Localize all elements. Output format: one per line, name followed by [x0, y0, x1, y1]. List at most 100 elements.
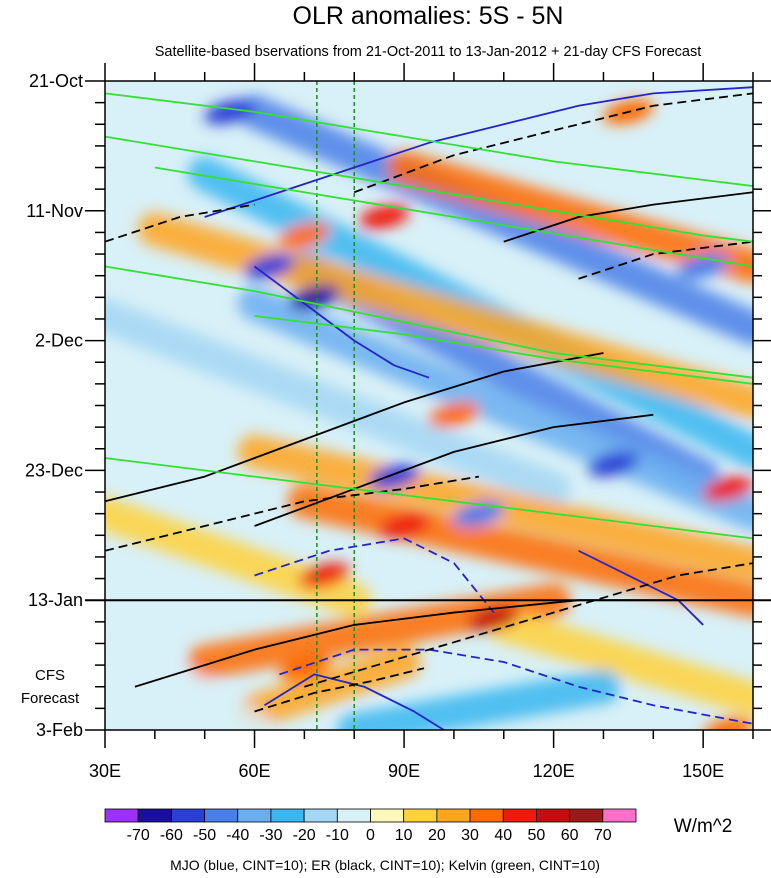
forecast-label-line1: CFS — [35, 667, 65, 684]
x-tick-label: 90E — [388, 761, 420, 781]
colorbar-label: -40 — [226, 827, 249, 844]
colorbar-swatch-8 — [370, 808, 405, 823]
mjo-contour-1 — [254, 265, 430, 379]
anomaly-spot-2 — [204, 99, 255, 125]
colorbar-label: 50 — [528, 827, 546, 844]
x-tick-label: 30E — [89, 761, 121, 781]
mjo-contour-2 — [254, 537, 495, 614]
filtered-contours — [105, 86, 753, 730]
kelvin-contour-5 — [254, 314, 753, 385]
anomaly-spot-11 — [298, 563, 350, 588]
er-contour-9 — [254, 667, 425, 713]
anomaly-band-7 — [287, 484, 753, 618]
anomaly-band-14 — [105, 620, 272, 730]
x-axis-labels: 30E 60E 90E 120E 150E — [89, 761, 724, 781]
colorbar-swatch-5 — [270, 808, 305, 823]
plot-area — [105, 81, 753, 730]
anomaly-field — [105, 94, 753, 730]
anomaly-spot-4 — [588, 451, 639, 477]
er-contour-8 — [105, 203, 255, 243]
colorbar-label: 0 — [366, 827, 375, 844]
mjo-contour-0 — [204, 86, 753, 218]
y-axis-ticks — [85, 80, 771, 731]
colorbar-label: 40 — [494, 827, 512, 844]
colorbar-swatch-4 — [237, 808, 272, 823]
colorbar-swatch-2 — [170, 808, 205, 823]
kelvin-contour-0 — [105, 92, 753, 187]
er-contour-5 — [353, 92, 753, 194]
y-tick-label: 21-Oct — [29, 71, 83, 91]
y-tick-label: 2-Dec — [35, 331, 83, 351]
colorbar-label: 30 — [461, 827, 479, 844]
colorbar-labels: -70 -60 -50 -40 -30 -20 -10 0 10 20 30 40 50 60 70 — [127, 827, 612, 844]
colorbar-unit: W/m^2 — [674, 816, 733, 837]
er-contour-1 — [254, 413, 654, 527]
colorbar-swatch-14 — [569, 808, 604, 823]
x-tick-label: 150E — [682, 761, 724, 781]
y-tick-label: 3-Feb — [36, 720, 83, 740]
chart-subtitle: Satellite-based bservations from 21-Oct-… — [155, 44, 702, 60]
colorbar-label: 70 — [594, 827, 612, 844]
colorbar — [104, 808, 637, 823]
chart-title: OLR anomalies: 5S - 5N — [293, 2, 564, 30]
anomaly-spot-12 — [702, 476, 753, 502]
anomaly-band-4 — [105, 298, 571, 506]
kelvin-contour-3 — [105, 457, 753, 540]
forecast-label-line2: Forecast — [21, 690, 80, 707]
colorbar-label: -10 — [326, 827, 349, 844]
x-tick-label: 120E — [533, 761, 575, 781]
anomaly-spot-10 — [378, 513, 430, 539]
anomaly-band-12 — [486, 607, 753, 717]
colorbar-swatch-1 — [137, 808, 172, 823]
mjo-contour-4 — [264, 673, 445, 730]
anomaly-spot-14 — [702, 717, 753, 730]
kelvin-contour-4 — [154, 166, 753, 268]
er-contour-7 — [578, 240, 753, 280]
anomaly-band-0 — [237, 94, 753, 346]
colorbar-swatch-10 — [436, 808, 471, 823]
anomaly-spot-6 — [453, 501, 505, 527]
anomaly-band-3 — [237, 286, 753, 531]
colorbar-label: -50 — [193, 827, 216, 844]
anomaly-band-6 — [137, 212, 753, 420]
colorbar-swatch-7 — [336, 808, 371, 823]
y-tick-label: 11-Nov — [26, 201, 83, 221]
y-tick-label: 13-Jan — [28, 590, 83, 610]
contour-legend: MJO (blue, CINT=10); ER (black, CINT=10)… — [170, 857, 600, 873]
anomaly-spot-16 — [428, 402, 480, 428]
colorbar-swatch-12 — [502, 808, 537, 823]
colorbar-label: -60 — [160, 827, 183, 844]
y-tick-label: 23-Dec — [25, 460, 83, 480]
er-contour-0 — [105, 352, 604, 503]
colorbar-label: 10 — [395, 827, 413, 844]
anomaly-band-13 — [337, 669, 621, 730]
er-contour-4 — [304, 562, 753, 688]
colorbar-label: -70 — [127, 827, 150, 844]
colorbar-label: -30 — [259, 827, 282, 844]
anomaly-spot-9 — [468, 606, 520, 632]
colorbar-label: 60 — [561, 827, 579, 844]
kelvin-contour-2 — [105, 265, 753, 379]
x-tick-label: 60E — [239, 761, 271, 781]
kelvin-contour-1 — [105, 135, 753, 243]
er-contour-6 — [503, 191, 753, 243]
anomaly-band-11 — [237, 645, 422, 729]
reference-longitude-lines — [316, 81, 355, 730]
colorbar-label: 20 — [428, 827, 446, 844]
colorbar-swatch-0 — [104, 808, 139, 823]
mjo-contour-3 — [279, 648, 753, 725]
colorbar-swatch-3 — [204, 808, 239, 823]
anomaly-spot-1 — [244, 254, 295, 279]
y-axis-labels: 21-Oct 11-Nov 2-Dec 23-Dec 13-Jan 3-Feb — [25, 71, 83, 740]
colorbar-label: -20 — [293, 827, 316, 844]
colorbar-swatch-9 — [403, 808, 438, 823]
anomaly-spot-0 — [288, 284, 340, 310]
colorbar-swatch-15 — [602, 808, 637, 823]
mjo-contour-5 — [578, 549, 704, 626]
colorbar-swatch-11 — [469, 808, 504, 823]
colorbar-swatch-13 — [536, 808, 571, 823]
anomaly-spot-3 — [368, 464, 420, 489]
colorbar-swatch-6 — [303, 808, 338, 823]
anomaly-spot-7 — [358, 204, 410, 230]
